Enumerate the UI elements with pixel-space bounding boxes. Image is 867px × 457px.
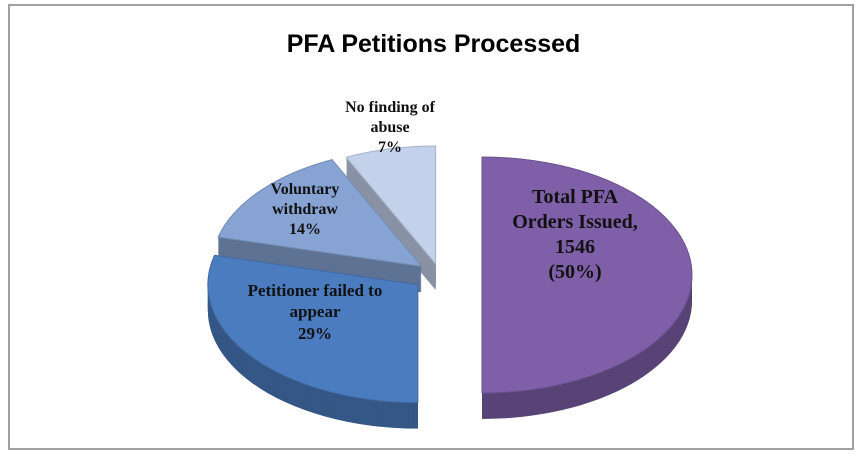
slice-value-label: 7% bbox=[378, 139, 402, 156]
slice bbox=[217, 159, 423, 268]
slice-label: Total PFA Orders Issued, 1546 (50%) bbox=[505, 185, 645, 285]
slice-value-label: 14% bbox=[289, 221, 321, 238]
slice-label: Petitioner failed to appear 29% bbox=[235, 280, 395, 344]
slice-category: Voluntary withdraw bbox=[270, 181, 340, 218]
slice bbox=[481, 156, 693, 394]
slice-value-label: 29% bbox=[298, 323, 332, 343]
slice-label: Voluntary withdraw 14% bbox=[255, 180, 355, 240]
slice-category: Total PFA Orders Issued, 1546 bbox=[512, 186, 638, 258]
slice bbox=[345, 145, 437, 266]
chart-title: PFA Petitions Processed bbox=[286, 30, 581, 58]
slice-category: Petitioner failed to appear bbox=[247, 281, 383, 322]
chart-frame bbox=[8, 4, 854, 450]
slice-value-label: (50%) bbox=[548, 261, 602, 283]
slice-label: No finding of abuse 7% bbox=[330, 98, 450, 158]
slice bbox=[207, 254, 419, 404]
slice-category: No finding of abuse bbox=[345, 99, 435, 136]
